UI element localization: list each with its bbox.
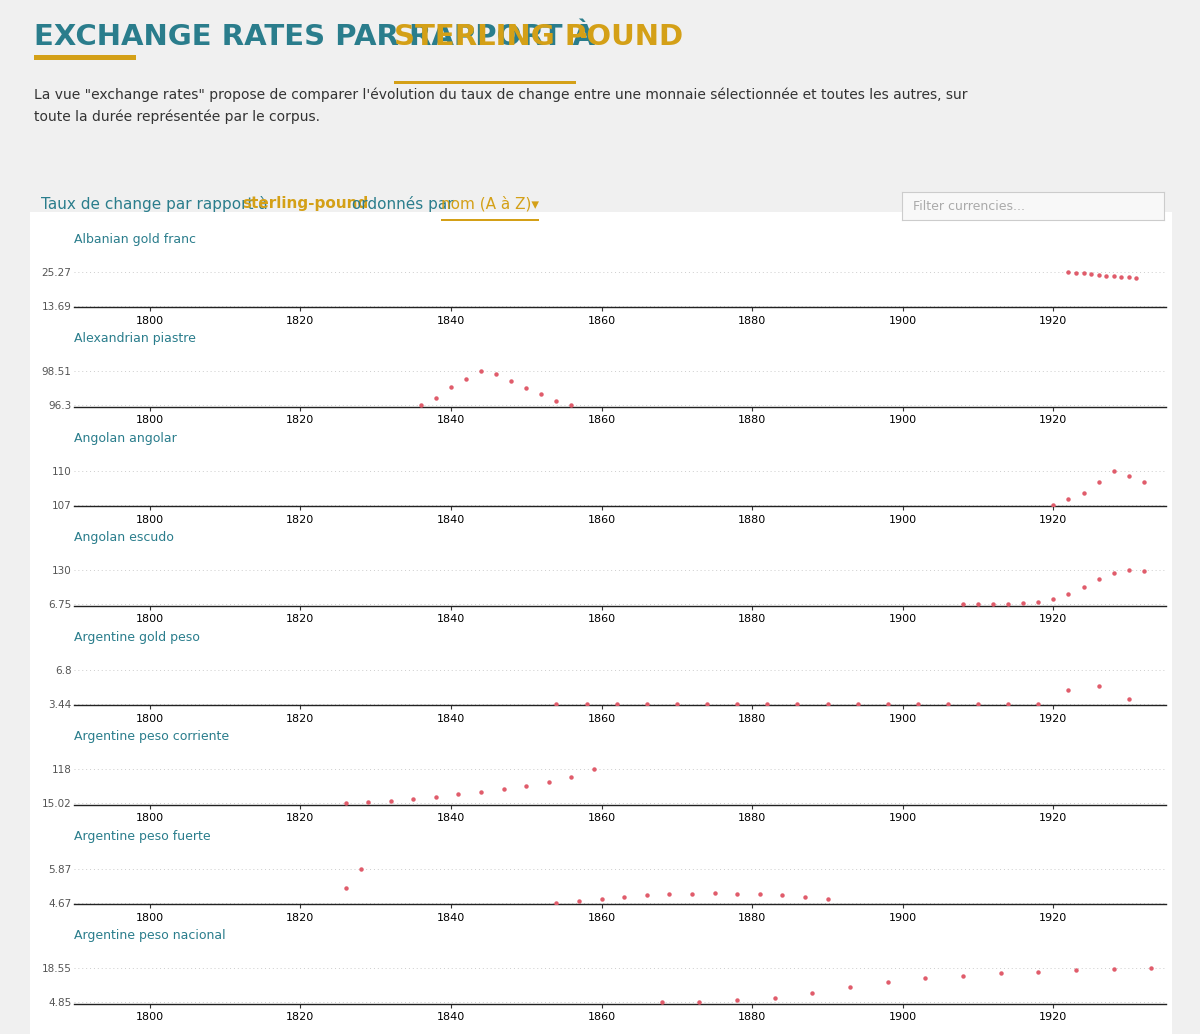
Text: Alexandrian piastre: Alexandrian piastre — [74, 332, 197, 345]
Text: sterling-pound: sterling-pound — [242, 196, 368, 212]
Text: Argentine peso nacional: Argentine peso nacional — [74, 930, 226, 942]
Text: ordonnés par: ordonnés par — [347, 196, 458, 212]
Text: STERLING POUND: STERLING POUND — [394, 23, 683, 51]
Text: Filter currencies...: Filter currencies... — [913, 200, 1025, 213]
Text: Angolan escudo: Angolan escudo — [74, 531, 174, 544]
Text: nom (A à Z)▾: nom (A à Z)▾ — [440, 196, 539, 212]
Text: Angolan angolar: Angolan angolar — [74, 432, 178, 445]
Text: Albanian gold franc: Albanian gold franc — [74, 233, 197, 246]
Text: EXCHANGE RATES PAR RAPPORT À: EXCHANGE RATES PAR RAPPORT À — [34, 23, 605, 51]
Text: Argentine peso corriente: Argentine peso corriente — [74, 730, 229, 743]
Text: ·: · — [568, 23, 589, 51]
Text: Taux de change par rapport à: Taux de change par rapport à — [41, 196, 272, 212]
Text: Argentine gold peso: Argentine gold peso — [74, 631, 200, 644]
Text: Argentine peso fuerte: Argentine peso fuerte — [74, 829, 211, 843]
Text: La vue "exchange rates" propose de comparer l'évolution du taux de change entre : La vue "exchange rates" propose de compa… — [34, 88, 967, 124]
